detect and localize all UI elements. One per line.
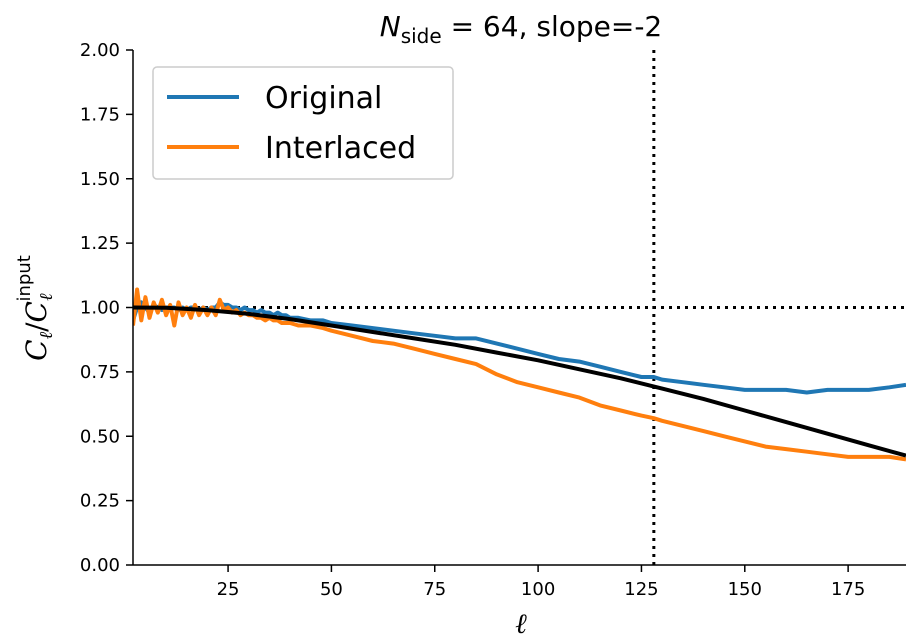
- legend-label-interlaced: Interlaced: [265, 131, 416, 166]
- y-tick-label: 0.50: [80, 426, 120, 447]
- y-tick-label: 0.00: [80, 555, 120, 576]
- x-tick-label: 50: [320, 579, 343, 600]
- x-tick-label: 75: [423, 579, 446, 600]
- legend: Original Interlaced: [152, 66, 454, 180]
- y-axis-label: Cℓ/Cℓinput: [14, 255, 57, 361]
- y-axis-label-sup2: input: [14, 255, 35, 301]
- y-axis-label-c2: C: [20, 301, 53, 322]
- legend-label-original: Original: [265, 81, 382, 116]
- y-axis-label-sub1: ℓ: [36, 331, 57, 339]
- x-tick-label: 100: [521, 579, 555, 600]
- x-tick-label: 175: [831, 579, 865, 600]
- x-tick-label: 25: [217, 579, 240, 600]
- y-tick-label: 1.00: [80, 298, 120, 319]
- chart-title-rest: = 64, slope=-2: [442, 10, 663, 43]
- series-line-interlaced: [133, 287, 906, 462]
- chart-title-subscript: side: [401, 24, 442, 48]
- y-tick-label: 1.75: [80, 104, 120, 125]
- x-axis-label: ℓ: [515, 607, 527, 639]
- y-tick-label: 0.75: [80, 362, 120, 383]
- chart-title-prefix: N: [380, 10, 401, 43]
- y-tick-label: 1.50: [80, 169, 120, 190]
- y-axis-label-slash: /: [20, 322, 53, 332]
- y-axis-label-sub2: ℓ: [36, 293, 57, 301]
- x-tick-label: 125: [624, 579, 658, 600]
- y-axis-label-c1: C: [20, 339, 53, 360]
- y-tick-label: 0.25: [80, 491, 120, 512]
- plot-area: 25 50 75 100 125 150 175 0.00 0.25 0.50 0.75 1.00 1.…: [80, 40, 906, 600]
- x-tick-label: 150: [728, 579, 762, 600]
- chart-title: Nside = 64, slope=-2: [380, 10, 663, 48]
- y-tick-label: 1.25: [80, 233, 120, 254]
- series-line-model: [133, 305, 906, 458]
- y-tick-label: 2.00: [80, 40, 120, 61]
